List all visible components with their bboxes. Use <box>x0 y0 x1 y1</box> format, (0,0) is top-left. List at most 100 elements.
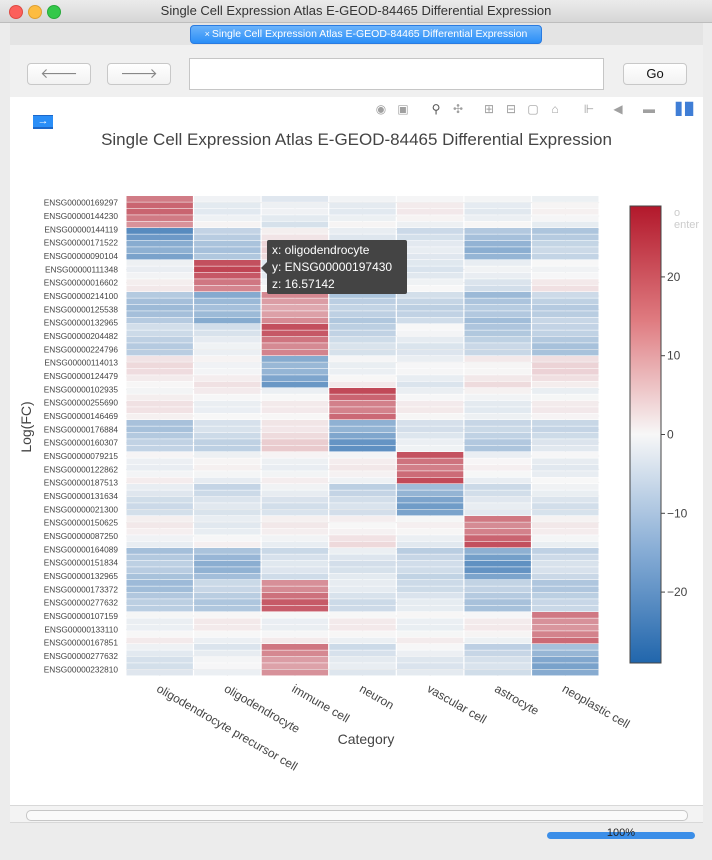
heatmap-cell[interactable] <box>261 208 329 215</box>
heatmap-cell[interactable] <box>126 605 193 612</box>
heatmap-cell[interactable] <box>532 490 599 497</box>
heatmap-cell[interactable] <box>126 317 193 324</box>
heatmap-cell[interactable] <box>194 432 261 439</box>
heatmap-cell[interactable] <box>126 439 193 446</box>
heatmap-cell[interactable] <box>396 292 464 298</box>
heatmap-cell[interactable] <box>464 426 531 433</box>
heatmap-cell[interactable] <box>329 541 396 548</box>
heatmap-cell[interactable] <box>126 618 193 625</box>
heatmap-cell[interactable] <box>126 247 193 254</box>
heatmap-cell[interactable] <box>194 509 261 516</box>
heatmap-cell[interactable] <box>464 420 531 426</box>
heatmap-cell[interactable] <box>126 599 193 606</box>
heatmap-cell[interactable] <box>532 548 599 554</box>
heatmap-cell[interactable] <box>126 528 193 535</box>
heatmap-cell[interactable] <box>194 452 261 458</box>
heatmap-cell[interactable] <box>464 279 531 286</box>
heatmap-cell[interactable] <box>464 272 531 279</box>
heatmap-cell[interactable] <box>126 196 193 202</box>
heatmap-cell[interactable] <box>194 548 261 554</box>
heatmap-cell[interactable] <box>464 298 531 305</box>
heatmap-cell[interactable] <box>396 477 464 484</box>
tab-active[interactable]: × Single Cell Expression Atlas E-GEOD-844… <box>190 25 542 44</box>
heatmap-cell[interactable] <box>126 368 193 375</box>
heatmap-cell[interactable] <box>396 298 464 305</box>
export-button[interactable]: → <box>33 115 53 129</box>
heatmap-cell[interactable] <box>261 445 329 452</box>
camera-icon[interactable]: ◉ <box>375 102 387 116</box>
heatmap-cell[interactable] <box>396 458 464 465</box>
heatmap-cell[interactable] <box>532 413 599 420</box>
heatmap-cell[interactable] <box>396 356 464 362</box>
heatmap-cell[interactable] <box>396 311 464 318</box>
heatmap-cell[interactable] <box>194 503 261 510</box>
back-button[interactable]: 🡐 <box>27 63 91 85</box>
heatmap-cell[interactable] <box>396 445 464 452</box>
heatmap-cell[interactable] <box>396 554 464 561</box>
heatmap-cell[interactable] <box>261 458 329 465</box>
heatmap-cell[interactable] <box>126 272 193 279</box>
heatmap-cell[interactable] <box>194 637 261 644</box>
heatmap-cell[interactable] <box>532 388 599 394</box>
heatmap-cell[interactable] <box>396 228 464 234</box>
heatmap-cell[interactable] <box>532 400 599 407</box>
heatmap-cell[interactable] <box>396 599 464 606</box>
heatmap-cell[interactable] <box>464 656 531 663</box>
heatmap-cell[interactable] <box>194 535 261 542</box>
heatmap-cell[interactable] <box>329 381 396 388</box>
heatmap-cell[interactable] <box>464 247 531 254</box>
heatmap-cell[interactable] <box>261 548 329 554</box>
heatmap-cell[interactable] <box>126 260 193 266</box>
heatmap-cell[interactable] <box>194 247 261 254</box>
heatmap-cell[interactable] <box>464 624 531 631</box>
heatmap-cell[interactable] <box>532 464 599 471</box>
heatmap-cell[interactable] <box>532 394 599 401</box>
heatmap-cell[interactable] <box>194 304 261 311</box>
heatmap-cell[interactable] <box>126 637 193 644</box>
heatmap-cell[interactable] <box>194 573 261 580</box>
heatmap-cell[interactable] <box>396 560 464 567</box>
heatmap-cell[interactable] <box>464 202 531 209</box>
heatmap-cell[interactable] <box>126 496 193 503</box>
heatmap-cell[interactable] <box>464 407 531 414</box>
heatmap-cell[interactable] <box>329 484 396 490</box>
heatmap-cell[interactable] <box>329 612 396 618</box>
heatmap-cell[interactable] <box>126 541 193 548</box>
heatmap-cell[interactable] <box>532 279 599 286</box>
heatmap-cell[interactable] <box>126 420 193 426</box>
heatmap-cell[interactable] <box>261 580 329 586</box>
heatmap-cell[interactable] <box>464 356 531 362</box>
heatmap-cell[interactable] <box>194 567 261 574</box>
heatmap-cell[interactable] <box>126 452 193 458</box>
heatmap-cell[interactable] <box>261 317 329 324</box>
heatmap-cell[interactable] <box>464 471 531 478</box>
heatmap-cell[interactable] <box>464 496 531 503</box>
heatmap-cell[interactable] <box>396 247 464 254</box>
heatmap-cell[interactable] <box>261 567 329 574</box>
heatmap-cell[interactable] <box>396 484 464 490</box>
heatmap-cell[interactable] <box>126 292 193 298</box>
heatmap-cell[interactable] <box>126 663 193 670</box>
zoom-window-icon[interactable] <box>47 5 61 19</box>
heatmap-cell[interactable] <box>532 234 599 241</box>
heatmap-cell[interactable] <box>194 375 261 382</box>
heatmap-cell[interactable] <box>194 292 261 298</box>
heatmap-cell[interactable] <box>396 215 464 222</box>
heatmap-cell[interactable] <box>464 260 531 266</box>
heatmap-cell[interactable] <box>261 496 329 503</box>
heatmap-cell[interactable] <box>261 215 329 222</box>
heatmap-cell[interactable] <box>194 253 261 260</box>
heatmap-cell[interactable] <box>464 516 531 522</box>
heatmap-cell[interactable] <box>126 445 193 452</box>
heatmap-cell[interactable] <box>464 311 531 318</box>
heatmap-cell[interactable] <box>126 650 193 657</box>
heatmap-cell[interactable] <box>329 311 396 318</box>
heatmap-cell[interactable] <box>464 586 531 593</box>
heatmap-cell[interactable] <box>464 413 531 420</box>
heatmap-cell[interactable] <box>126 388 193 394</box>
heatmap-cell[interactable] <box>532 471 599 478</box>
heatmap-cell[interactable] <box>261 368 329 375</box>
heatmap-cell[interactable] <box>396 669 464 676</box>
heatmap-cell[interactable] <box>464 637 531 644</box>
heatmap-cell[interactable] <box>261 362 329 369</box>
